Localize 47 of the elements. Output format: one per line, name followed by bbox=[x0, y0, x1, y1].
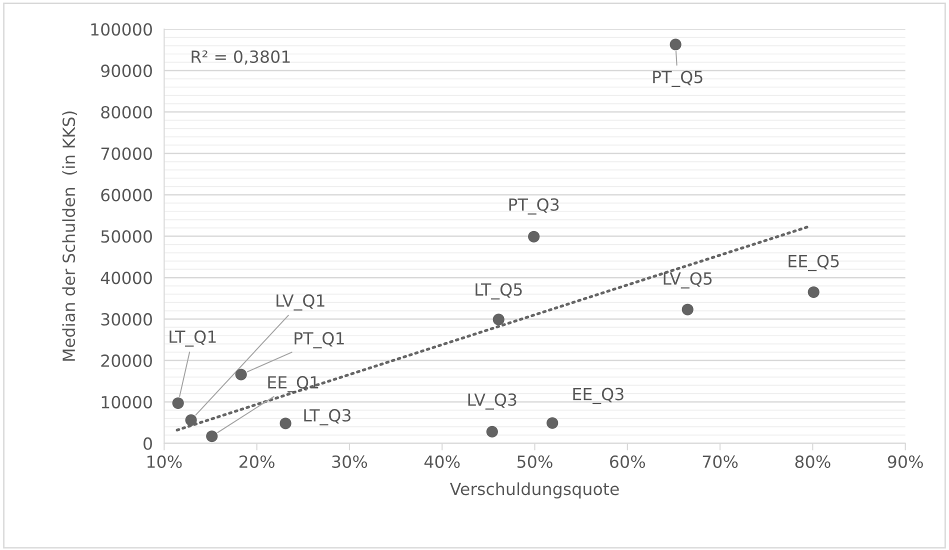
point bbox=[280, 418, 292, 430]
series-label: LV_Q5 bbox=[664, 272, 712, 289]
y-tick-label: 60000 bbox=[101, 188, 152, 202]
x-tick-label: 80% bbox=[795, 455, 830, 468]
y-tick-label: 20000 bbox=[101, 354, 152, 368]
point bbox=[486, 426, 498, 438]
y-tick-label: 40000 bbox=[100, 272, 152, 284]
text: LT_Q1 bbox=[170, 330, 216, 347]
x-tick-label: 50% bbox=[518, 455, 552, 468]
point bbox=[528, 230, 540, 242]
text: LV_Q1 bbox=[276, 294, 324, 311]
series-label: EE_Q3 bbox=[573, 388, 624, 404]
text: EE_Q1 bbox=[268, 376, 318, 392]
x-tick-label: 60% bbox=[610, 455, 646, 468]
x-axis-title: Verschuldungsquote bbox=[450, 482, 619, 498]
x-tick-label: 40% bbox=[424, 455, 460, 468]
y-tick-label: 70000 bbox=[101, 147, 152, 160]
point bbox=[185, 414, 197, 426]
point bbox=[235, 368, 247, 380]
point bbox=[670, 38, 682, 50]
series-label: PT_Q5 bbox=[653, 70, 702, 87]
x-tick-label: 10% bbox=[147, 455, 182, 468]
x-tick-label: 70% bbox=[702, 455, 738, 468]
y-tick-label: 90000 bbox=[101, 64, 152, 78]
point bbox=[492, 314, 504, 326]
y-tick-label: 50000 bbox=[101, 230, 152, 243]
series-label: LT_Q3 bbox=[304, 409, 350, 426]
series-label: LT_Q5 bbox=[476, 283, 522, 300]
y-axis-title: Median der Schulden (in KKS) bbox=[62, 111, 78, 361]
series-label: LV_Q3 bbox=[468, 393, 516, 410]
point bbox=[682, 304, 694, 316]
y-tick-label: 10000 bbox=[102, 396, 152, 408]
x-tick-label: 30% bbox=[332, 455, 368, 468]
series-label: PT_Q3 bbox=[509, 198, 559, 215]
y-tick-label: 100000 bbox=[91, 23, 152, 36]
y-tick-label: 80000 bbox=[101, 106, 152, 119]
text: PT_Q1 bbox=[294, 332, 344, 348]
y-tick-label: 0 bbox=[144, 437, 152, 450]
series-label: EE_Q5 bbox=[788, 254, 839, 272]
point bbox=[808, 286, 820, 298]
y-tick-label: 30000 bbox=[101, 313, 152, 326]
point bbox=[206, 430, 218, 442]
annotation: R² = 0,3801 bbox=[192, 50, 290, 65]
point bbox=[546, 417, 558, 429]
x-tick-label: 20% bbox=[240, 455, 274, 468]
x-tick-label: 90% bbox=[888, 455, 923, 468]
point bbox=[172, 397, 184, 409]
